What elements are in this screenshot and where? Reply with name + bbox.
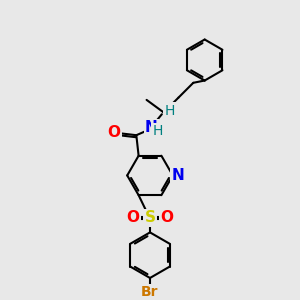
Text: Br: Br xyxy=(141,285,159,299)
Text: N: N xyxy=(145,120,158,135)
Text: H: H xyxy=(152,124,163,138)
Text: N: N xyxy=(171,168,184,183)
Text: O: O xyxy=(108,125,121,140)
Text: H: H xyxy=(164,103,175,118)
Text: O: O xyxy=(160,210,174,225)
Text: O: O xyxy=(126,210,140,225)
Text: S: S xyxy=(145,210,155,225)
